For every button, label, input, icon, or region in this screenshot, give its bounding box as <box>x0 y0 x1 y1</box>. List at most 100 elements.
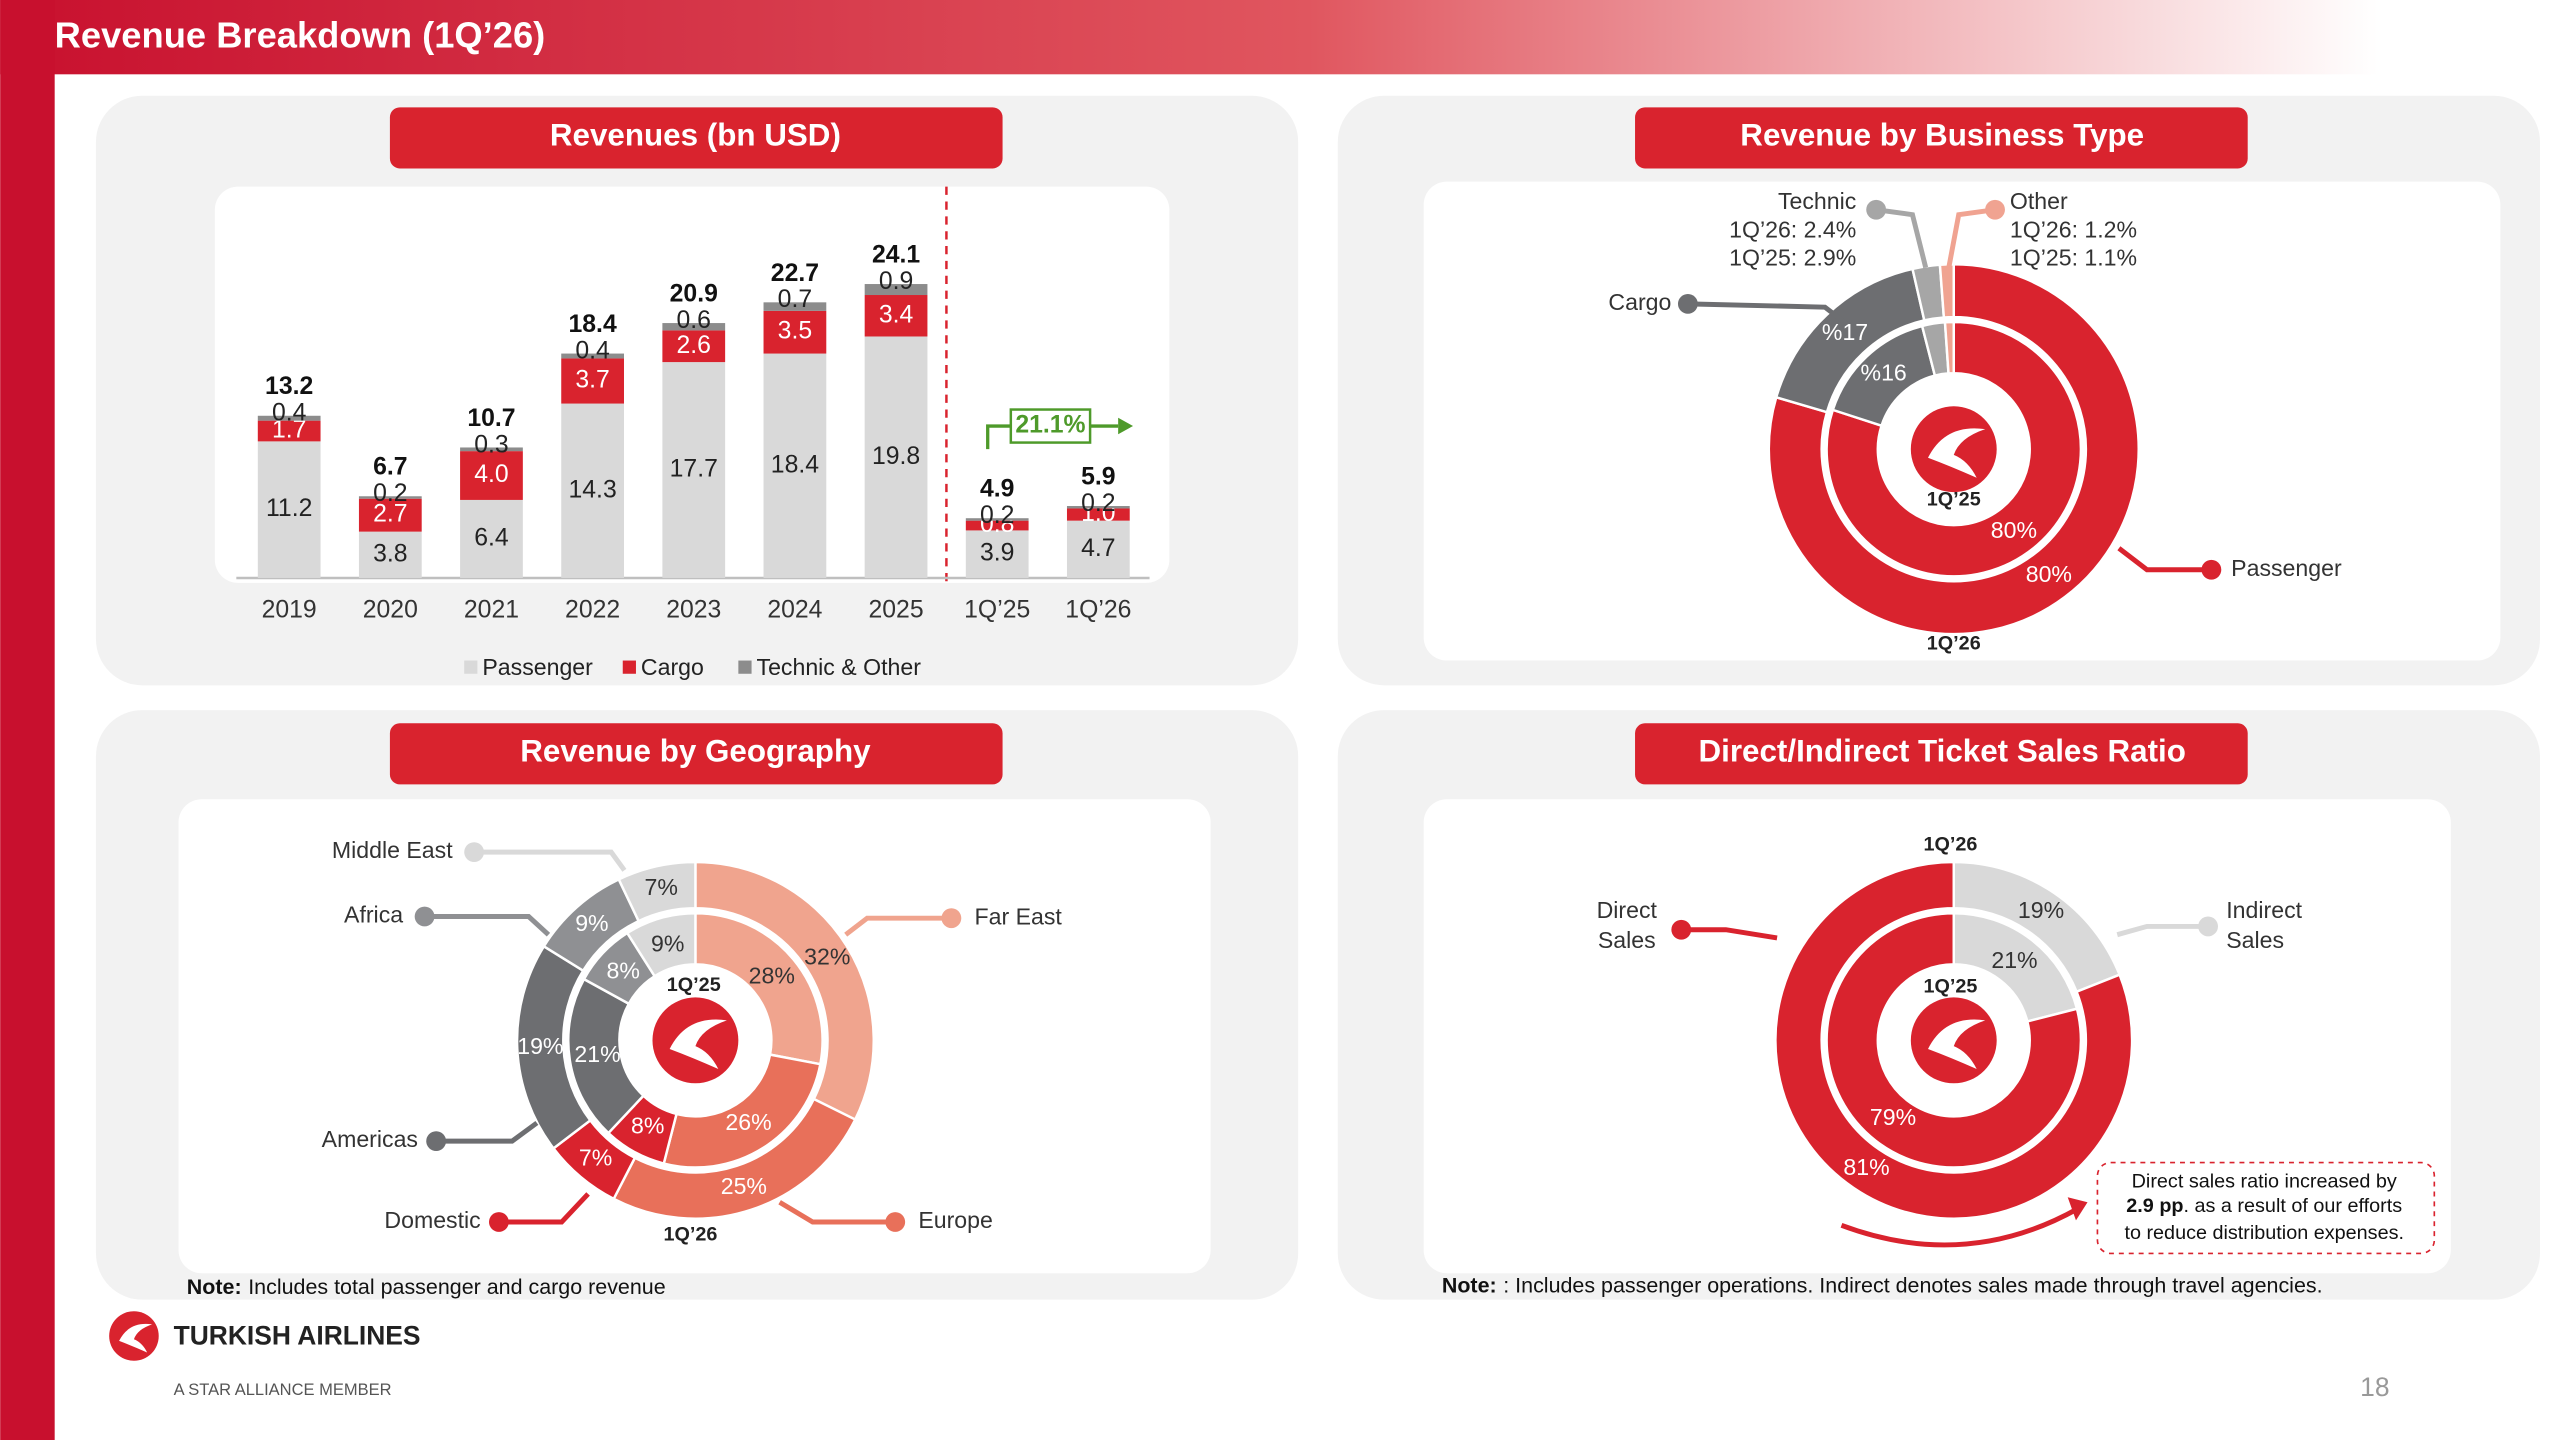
value-label: 11.2 <box>266 495 312 522</box>
bar-segment <box>864 284 928 296</box>
growth-arrow: 21.1% <box>986 408 1134 450</box>
bar-segment <box>257 420 321 442</box>
logo-bird <box>119 1323 153 1353</box>
slice-label: 81% <box>1843 1154 1889 1180</box>
value-label: 0.3 <box>474 431 508 458</box>
ring-label: 1Q’26 <box>1923 834 1977 856</box>
bar-segment <box>257 441 321 578</box>
x-tick-label: 2021 <box>464 597 519 624</box>
legend-swatch <box>622 660 636 674</box>
slice-label: 79% <box>1870 1104 1916 1130</box>
direct-note: Direct sales ratio increased by 2.9 pp. … <box>1840 1161 2436 1255</box>
slice-label: 9% <box>575 910 608 936</box>
donut-slice <box>1825 911 2083 1169</box>
value-label: 14.3 <box>569 476 617 503</box>
chart-title: Revenue by Geography <box>520 733 871 768</box>
callout-line <box>2117 546 2212 573</box>
value-label: 0.4 <box>272 400 307 427</box>
value-label: 6.4 <box>474 524 509 551</box>
value-label: 18.4 <box>771 451 819 478</box>
legend-label: Cargo <box>641 654 704 680</box>
note-line: 2.9 pp. as a result of our efforts <box>2126 1195 2402 1217</box>
ring-label: 1Q’26 <box>1927 632 1981 654</box>
value-label: 3.7 <box>575 367 609 394</box>
callout-line <box>2116 923 2209 938</box>
bar-segment <box>1066 506 1130 509</box>
value-label: 2.6 <box>677 332 711 359</box>
callout-dot <box>2201 559 2222 580</box>
x-tick-label: 1Q’25 <box>964 597 1030 624</box>
slice-label: 80% <box>1991 517 2037 543</box>
callout-dot <box>2198 916 2218 937</box>
logo-bird <box>1928 428 1986 478</box>
bar-segment <box>763 353 827 578</box>
note-line: Direct sales ratio increased by <box>2132 1171 2397 1193</box>
category-label: Middle East <box>332 837 453 863</box>
growth-box <box>1009 408 1092 444</box>
donut-slice <box>662 1053 822 1169</box>
total-label: 18.4 <box>569 311 617 338</box>
category-label-box: Direct Sales <box>1597 897 1657 953</box>
bar-segment <box>561 353 624 359</box>
page-number: 18 <box>2360 1372 2389 1402</box>
callout-dot <box>1985 199 2005 220</box>
side-bar <box>0 0 55 1440</box>
callout-value: 1Q’26: 2.4% <box>1729 216 1856 242</box>
bar-segment <box>460 451 523 500</box>
ring-label: 1Q’26 <box>663 1223 717 1245</box>
value-label: 3.8 <box>373 540 407 567</box>
bar-segment <box>864 336 928 578</box>
slice-label: 7% <box>579 1144 612 1170</box>
note-label: Note: <box>1442 1273 1497 1297</box>
value-label: 0.9 <box>879 268 913 295</box>
category-label: Indirect Sales <box>2226 896 2303 953</box>
bar-segment <box>561 403 624 578</box>
note-bold: 2.9 pp <box>2126 1195 2183 1217</box>
header-bar <box>0 0 2379 75</box>
x-tick-label: 2020 <box>363 597 418 624</box>
donut-slice <box>1774 860 2134 1220</box>
slice-label: 80% <box>2026 561 2072 587</box>
total-label: 24.1 <box>872 242 920 269</box>
category-label: Cargo <box>1608 289 1671 315</box>
callout-dot <box>1671 919 1692 940</box>
slice-label: 32% <box>804 944 850 970</box>
donut-slice <box>1825 320 2083 578</box>
note-text: . as a result of our efforts <box>2184 1195 2403 1217</box>
callout-dot <box>1677 293 1698 314</box>
value-label: 1.7 <box>272 417 306 444</box>
category-label: Far East <box>974 903 1062 929</box>
chart-title: Direct/Indirect Ticket Sales Ratio <box>1698 733 2185 768</box>
value-label: 1.0 <box>1081 500 1115 527</box>
total-label: 5.9 <box>1081 463 1115 490</box>
bar-segment <box>864 295 928 337</box>
brand-name: TURKISH AIRLINES <box>174 1321 421 1351</box>
bar-segment <box>460 499 523 578</box>
value-label: 0.8 <box>980 511 1014 538</box>
callout-dot <box>941 908 962 929</box>
logo-bird <box>1928 1019 1986 1069</box>
page-title: Revenue Breakdown (1Q’26) <box>55 15 546 56</box>
note-label: Note: <box>187 1275 242 1299</box>
callout-dot <box>885 1212 906 1232</box>
legend-label: Passenger <box>482 654 593 680</box>
ring-label: 1Q’25 <box>1923 976 1977 998</box>
value-label: 0.2 <box>980 502 1014 529</box>
bar-segment <box>358 498 422 532</box>
bar-segment <box>257 415 321 421</box>
slice-label: 7% <box>645 874 678 900</box>
ring-label: 1Q’25 <box>667 974 721 996</box>
footnote: Note: Includes total passenger and cargo … <box>187 1275 666 1299</box>
chart-title: Revenues (bn USD) <box>550 117 841 152</box>
x-tick-label: 1Q’26 <box>1065 597 1131 624</box>
bar-segment <box>763 310 827 354</box>
value-label: 0.6 <box>677 307 711 334</box>
legend-swatch <box>464 660 478 674</box>
category-label-box: Indirect Sales <box>2226 896 2303 953</box>
total-label: 13.2 <box>265 373 313 400</box>
ring-label: 1Q’25 <box>1927 489 1981 511</box>
callout-line <box>474 849 627 872</box>
bar-segment <box>965 530 1029 578</box>
bar-segment <box>965 518 1029 521</box>
bar-segment <box>358 531 422 578</box>
